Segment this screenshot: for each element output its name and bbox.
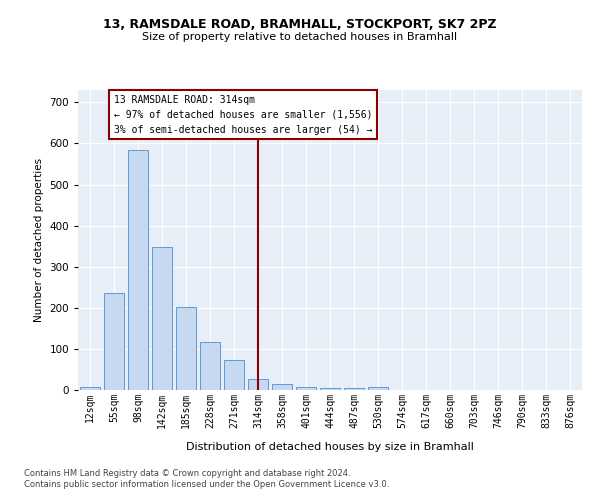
Bar (296, 386, 316, 390)
Text: Size of property relative to detached houses in Bramhall: Size of property relative to detached ho… (142, 32, 458, 42)
Bar (224, 360, 244, 390)
Bar (272, 384, 292, 390)
Bar (200, 342, 220, 390)
Text: Contains HM Land Registry data © Crown copyright and database right 2024.: Contains HM Land Registry data © Crown c… (24, 468, 350, 477)
Bar (128, 150, 148, 390)
Bar (104, 294, 124, 390)
Y-axis label: Number of detached properties: Number of detached properties (34, 158, 44, 322)
Text: 13, RAMSDALE ROAD, BRAMHALL, STOCKPORT, SK7 2PZ: 13, RAMSDALE ROAD, BRAMHALL, STOCKPORT, … (103, 18, 497, 30)
Bar (344, 388, 364, 390)
Bar (320, 388, 340, 390)
Bar (368, 387, 388, 390)
Text: Distribution of detached houses by size in Bramhall: Distribution of detached houses by size … (186, 442, 474, 452)
Text: 13 RAMSDALE ROAD: 314sqm
← 97% of detached houses are smaller (1,556)
3% of semi: 13 RAMSDALE ROAD: 314sqm ← 97% of detach… (114, 95, 373, 134)
Bar (248, 379, 268, 390)
Bar (152, 247, 172, 390)
Bar (80, 387, 100, 390)
Bar (176, 307, 196, 390)
Text: Contains public sector information licensed under the Open Government Licence v3: Contains public sector information licen… (24, 480, 389, 489)
